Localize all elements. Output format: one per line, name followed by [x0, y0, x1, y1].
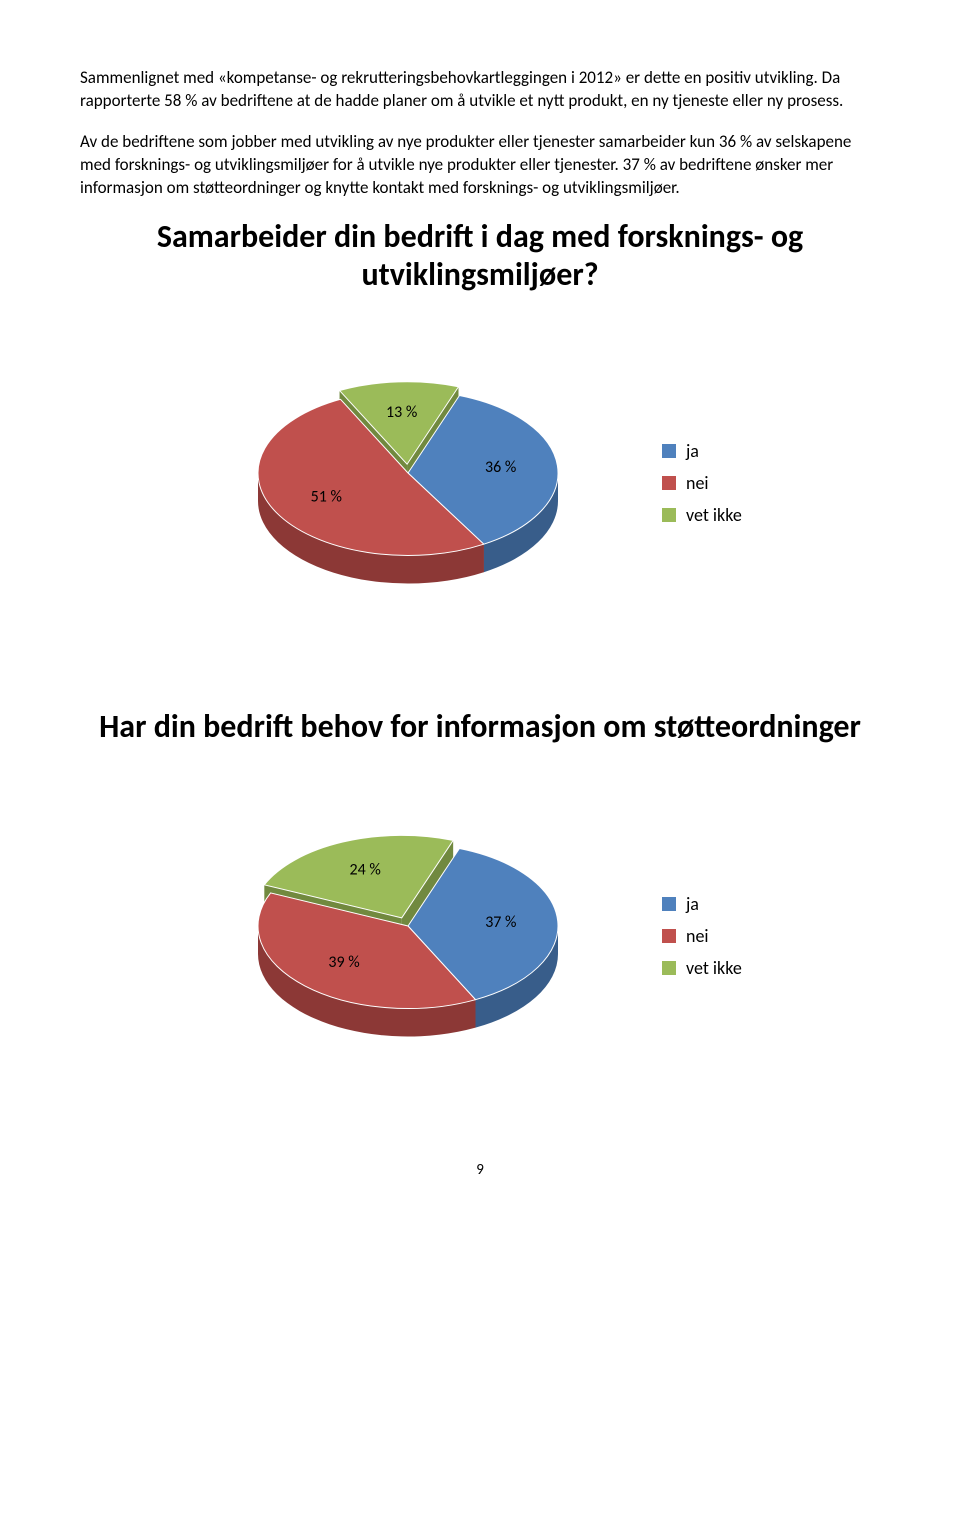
svg-text:37 %: 37 %	[485, 913, 516, 932]
chart-2-legend: ja nei vet ikke	[662, 893, 782, 979]
legend-swatch-ja	[662, 444, 676, 458]
chart-2: Har din bedrift behov for informasjon om…	[80, 708, 880, 1100]
legend-label-nei: nei	[686, 925, 709, 947]
legend-swatch-vetikke	[662, 508, 676, 522]
legend-item-ja: ja	[662, 893, 782, 915]
legend-item-ja: ja	[662, 440, 782, 462]
legend-item-vetikke: vet ikke	[662, 504, 782, 526]
chart-1-pie: 36 % 51 % 13 %	[178, 318, 638, 648]
svg-text:13 %: 13 %	[386, 403, 417, 422]
chart-1: Samarbeider din bedrift i dag med forskn…	[80, 218, 880, 649]
legend-label-vetikke: vet ikke	[686, 957, 742, 979]
chart-2-pie: 37 % 39 % 24 %	[178, 771, 638, 1101]
chart-2-title: Har din bedrift behov for informasjon om…	[80, 708, 880, 746]
legend-item-vetikke: vet ikke	[662, 957, 782, 979]
legend-item-nei: nei	[662, 472, 782, 494]
legend-swatch-nei	[662, 929, 676, 943]
legend-label-ja: ja	[686, 440, 699, 462]
legend-swatch-ja	[662, 897, 676, 911]
chart-1-legend: ja nei vet ikke	[662, 440, 782, 526]
legend-label-nei: nei	[686, 472, 709, 494]
paragraph-2: Av de bedriftene som jobber med utviklin…	[80, 131, 880, 200]
legend-label-vetikke: vet ikke	[686, 504, 742, 526]
svg-text:36 %: 36 %	[485, 459, 516, 478]
svg-text:24 %: 24 %	[350, 861, 381, 880]
chart-1-title: Samarbeider din bedrift i dag med forskn…	[80, 218, 880, 295]
legend-swatch-vetikke	[662, 961, 676, 975]
svg-text:39 %: 39 %	[328, 953, 359, 972]
legend-item-nei: nei	[662, 925, 782, 947]
page-number: 9	[80, 1161, 880, 1179]
legend-swatch-nei	[662, 476, 676, 490]
paragraph-1: Sammenlignet med «kompetanse- og rekrutt…	[80, 67, 880, 113]
svg-text:51 %: 51 %	[311, 488, 342, 507]
legend-label-ja: ja	[686, 893, 699, 915]
